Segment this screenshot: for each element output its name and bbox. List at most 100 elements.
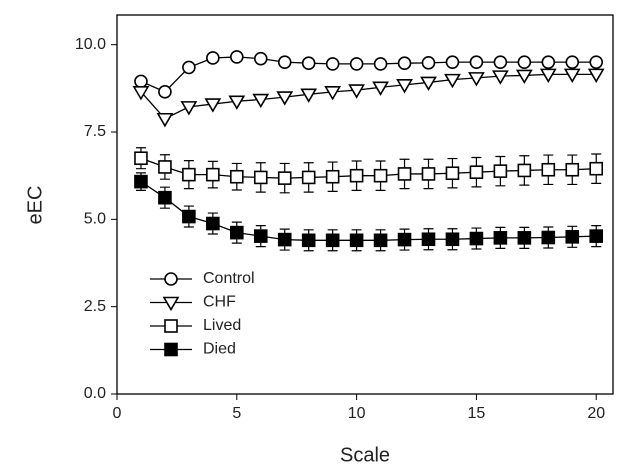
marker [158,160,172,174]
marker [469,165,484,179]
marker [180,101,198,116]
marker [563,68,581,83]
marker [420,76,437,92]
marker [134,151,148,166]
marker [493,164,508,178]
x-axis-title: Scale [340,444,390,466]
marker [541,162,556,177]
marker [421,167,436,181]
marker [162,296,180,312]
marker [445,232,460,247]
marker [515,69,533,85]
marker [539,68,557,83]
marker [134,174,148,189]
marker [565,230,580,244]
x-tick-label: 5 [232,405,241,422]
marker [204,98,222,113]
marker [253,170,268,185]
marker [445,166,460,181]
marker [349,233,364,248]
marker [134,74,148,89]
marker [397,232,412,247]
marker [277,55,292,69]
marker [301,170,316,185]
marker [182,167,196,182]
marker [253,51,268,66]
marker [373,57,388,71]
marker [373,233,388,248]
series-line [140,73,597,120]
marker [164,319,178,333]
marker [325,233,340,248]
marker [158,190,172,205]
marker [253,229,268,243]
y-tick-label: 7.5 [84,123,106,140]
marker [164,272,178,286]
marker [230,225,244,240]
marker [517,55,532,69]
marker [252,93,270,109]
marker [444,73,461,89]
marker [349,57,364,71]
marker [421,232,436,247]
marker [325,57,340,71]
marker [468,72,485,87]
marker [421,56,436,70]
marker [517,231,532,245]
legend-label: Died [203,341,236,358]
marker [132,86,150,101]
x-tick-label: 10 [348,405,366,422]
marker [565,162,580,177]
marker [372,81,389,96]
legend-label: Control [203,270,255,287]
marker [206,167,220,182]
marker [493,231,508,245]
marker [565,55,580,69]
marker [348,84,366,99]
marker [301,56,316,71]
marker [445,55,460,69]
y-tick-label: 0.0 [84,385,106,402]
x-tick-label: 15 [468,405,486,422]
marker [397,167,412,181]
marker [541,55,556,69]
marker [541,230,556,245]
marker [589,55,604,69]
y-tick-label: 5.0 [84,211,106,228]
marker [325,169,340,184]
x-tick-label: 0 [113,405,122,422]
marker [589,161,604,176]
marker [158,85,172,99]
legend-label: CHF [203,294,236,311]
marker [156,112,174,128]
y-axis-title: eEC [24,186,46,225]
marker [493,55,508,69]
marker [182,60,196,75]
plot-frame [116,14,614,395]
marker [230,50,244,64]
marker [373,168,388,183]
marker [301,233,316,248]
marker [206,216,220,231]
marker [349,168,364,183]
marker [469,231,484,246]
y-tick-label: 10.0 [75,36,106,53]
marker [491,70,509,85]
marker [589,229,604,243]
marker [206,51,220,65]
marker [277,232,292,247]
marker [300,88,318,103]
marker [277,171,292,185]
marker [517,163,532,178]
marker [182,209,196,224]
y-tick-label: 2.5 [84,298,106,315]
marker [469,55,484,69]
marker [324,86,342,101]
marker [276,91,294,106]
marker [587,68,605,83]
marker [397,56,412,71]
marker [230,169,244,184]
marker [164,342,178,357]
x-tick-label: 20 [587,405,605,422]
